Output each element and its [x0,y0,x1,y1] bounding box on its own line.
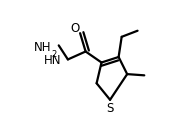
Text: NH: NH [34,41,51,54]
Text: O: O [71,22,80,35]
Text: HN: HN [44,54,61,67]
Text: 2: 2 [52,50,57,59]
Text: S: S [106,102,114,115]
